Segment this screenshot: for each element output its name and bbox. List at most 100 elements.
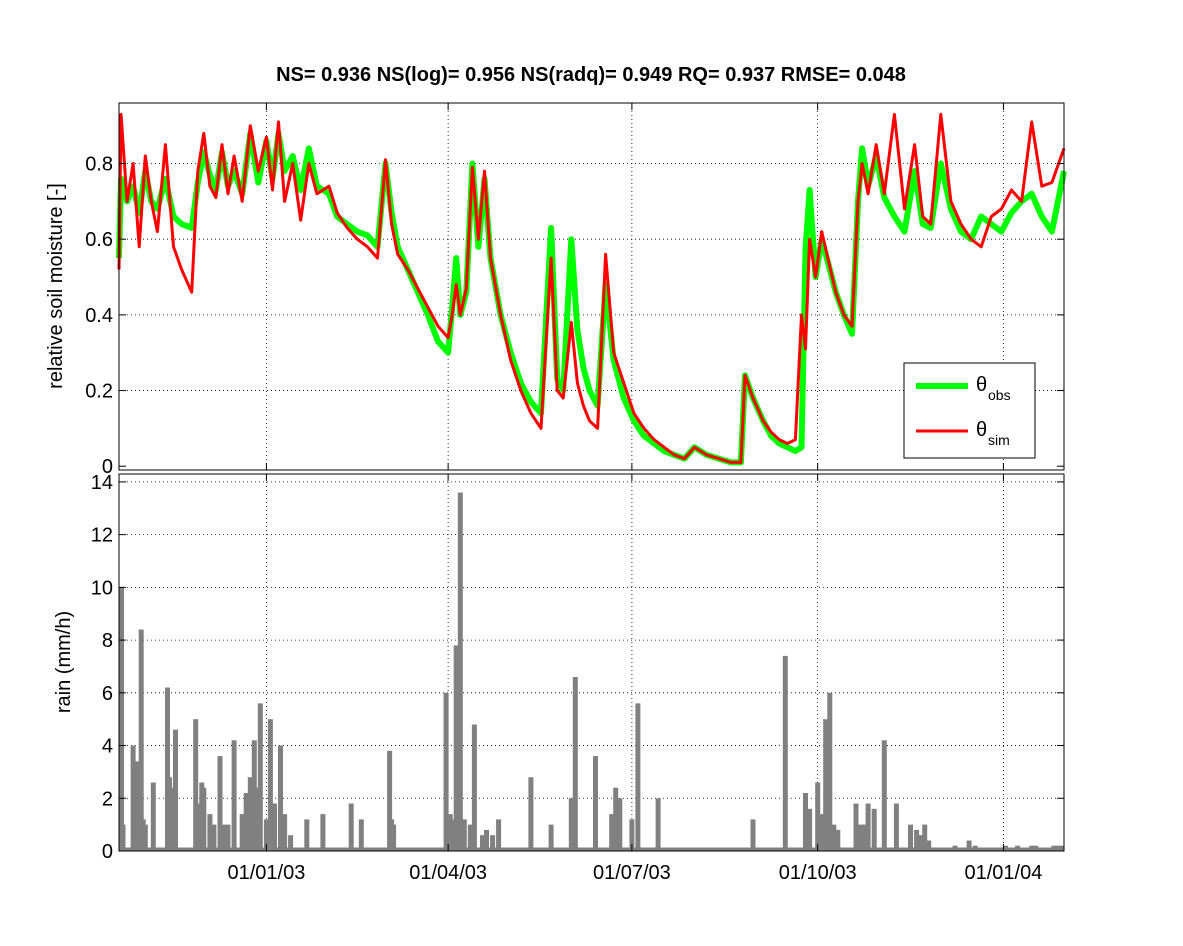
rain-bar-37 bbox=[348, 803, 354, 851]
rain-axes: 0 2 4 6 8 10 12 14 01/01/03 01/04/03 01/07/03 01/1… bbox=[53, 472, 1065, 884]
rain-bar-8 bbox=[150, 782, 156, 851]
rain-bar-81 bbox=[893, 803, 899, 851]
rain-y-tick-label-1: 2 bbox=[102, 788, 113, 810]
rain-x-ticks: 01/01/03 01/04/03 01/07/03 01/10/03 01/01/04 bbox=[227, 474, 1042, 884]
rain-bars bbox=[119, 492, 1064, 851]
legend-subscript-sim: sim bbox=[988, 432, 1010, 448]
rain-bar-77 bbox=[861, 824, 867, 851]
rain-bar-78 bbox=[865, 803, 871, 851]
rain-bar-29 bbox=[263, 819, 269, 851]
x-tick-label-0: 01/01/03 bbox=[227, 862, 305, 884]
soil-moisture-axes-frame bbox=[118, 102, 1065, 471]
rain-bar-75 bbox=[853, 803, 859, 851]
rain-bar-85 bbox=[922, 824, 928, 851]
rain-bar-52 bbox=[490, 835, 496, 851]
rain-plot-area bbox=[119, 474, 1064, 851]
soil-moisture-y-axis-label: relative soil moisture [-] bbox=[45, 183, 67, 389]
rain-bar-62 bbox=[629, 819, 635, 851]
rain-bar-44 bbox=[449, 819, 455, 851]
legend-box bbox=[903, 362, 1036, 459]
rain-bar-20 bbox=[221, 824, 227, 851]
rain-bar-47 bbox=[461, 819, 467, 851]
x-tick-label-3: 01/10/03 bbox=[779, 862, 857, 884]
rain-bar-58 bbox=[593, 756, 598, 851]
rain-bar-45 bbox=[453, 645, 459, 851]
rain-y-axis-label: rain (mm/h) bbox=[53, 611, 75, 713]
rain-bar-74 bbox=[835, 829, 841, 851]
rain-bar-79 bbox=[871, 808, 877, 851]
rain-y-ticks: 0 2 4 6 8 10 12 14 bbox=[91, 472, 1064, 863]
rain-bar-48 bbox=[467, 824, 473, 851]
rain-bar-2 bbox=[120, 824, 126, 851]
soil-moisture-y-tick-label-3: 0.6 bbox=[85, 229, 113, 251]
x-tick-label-4: 01/01/04 bbox=[964, 862, 1042, 884]
rain-bar-31 bbox=[272, 803, 277, 851]
rain-bar-64 bbox=[655, 798, 661, 851]
rain-bar-73 bbox=[831, 824, 837, 851]
rain-bar-24 bbox=[243, 793, 249, 851]
rain-bar-70 bbox=[819, 814, 825, 851]
rain-bar-23 bbox=[239, 814, 245, 851]
rain-bar-65 bbox=[750, 819, 756, 851]
rain-bar-72 bbox=[827, 692, 833, 851]
rain-bar-38 bbox=[358, 819, 364, 851]
rain-bar-32 bbox=[278, 745, 283, 851]
rain-bar-19 bbox=[217, 756, 223, 851]
rain-bar-88 bbox=[966, 840, 972, 851]
rain-bar-12 bbox=[173, 729, 178, 851]
rain-bar-17 bbox=[207, 814, 213, 851]
rain-axes-frame bbox=[118, 473, 1065, 852]
rain-bar-41 bbox=[391, 824, 397, 851]
soil-moisture-y-tick-label-4: 0.8 bbox=[85, 154, 113, 176]
rain-y-tick-label-5: 10 bbox=[91, 577, 113, 599]
soil-moisture-y-tick-label-1: 0.2 bbox=[85, 381, 113, 403]
rain-grid bbox=[119, 474, 1064, 851]
rain-bar-13 bbox=[193, 719, 199, 851]
rain-y-tick-label-6: 12 bbox=[91, 525, 113, 547]
rain-bar-27 bbox=[253, 787, 259, 851]
rain-bar-84 bbox=[918, 835, 924, 851]
rain-bar-49 bbox=[471, 724, 477, 851]
rain-bar-18 bbox=[211, 824, 217, 851]
rain-bar-21 bbox=[225, 824, 231, 851]
rain-bar-9 bbox=[165, 687, 170, 851]
rain-bar-28 bbox=[257, 703, 263, 851]
rain-bar-63 bbox=[635, 703, 641, 851]
rain-bar-61 bbox=[617, 798, 623, 851]
rain-bar-66 bbox=[782, 655, 788, 851]
rain-bar-35 bbox=[304, 819, 310, 851]
rain-bar-4 bbox=[134, 761, 140, 851]
soil-moisture-y-tick-label-0: 0 bbox=[102, 456, 113, 478]
rain-bar-71 bbox=[823, 719, 829, 851]
rain-bar-42 bbox=[443, 692, 449, 851]
rain-bar-83 bbox=[914, 829, 920, 851]
rain-bar-16 bbox=[201, 787, 207, 851]
rain-bar-33 bbox=[282, 814, 288, 851]
rain-bar-68 bbox=[807, 808, 813, 851]
legend-label-obs: θ bbox=[976, 374, 987, 396]
rain-bar-11 bbox=[169, 787, 174, 851]
soil-moisture-y-tick-label-2: 0.4 bbox=[85, 305, 113, 327]
rain-bar-46 bbox=[457, 492, 463, 851]
rain-y-tick-label-0: 0 bbox=[102, 841, 113, 863]
rain-bar-55 bbox=[548, 824, 554, 851]
rain-bar-7 bbox=[142, 824, 148, 851]
rain-bar-57 bbox=[572, 677, 578, 851]
rain-bar-51 bbox=[484, 829, 489, 851]
rain-bar-3 bbox=[130, 745, 136, 851]
rain-y-tick-label-2: 4 bbox=[102, 736, 113, 758]
rain-y-tick-label-4: 8 bbox=[102, 630, 113, 652]
rain-bar-22 bbox=[231, 740, 237, 851]
rain-bar-25 bbox=[247, 777, 253, 851]
rain-bar-67 bbox=[803, 793, 808, 851]
series-line-sim bbox=[117, 112, 1066, 464]
rain-bar-54 bbox=[528, 777, 534, 851]
soil-moisture-series bbox=[116, 112, 1067, 466]
chart-title: NS= 0.936 NS(log)= 0.956 NS(radq)= 0.949… bbox=[276, 64, 906, 86]
rain-bar-34 bbox=[288, 835, 294, 851]
rain-y-tick-label-7: 14 bbox=[91, 472, 113, 494]
rain-y-tick-label-3: 6 bbox=[102, 683, 113, 705]
rain-bar-56 bbox=[568, 798, 574, 851]
